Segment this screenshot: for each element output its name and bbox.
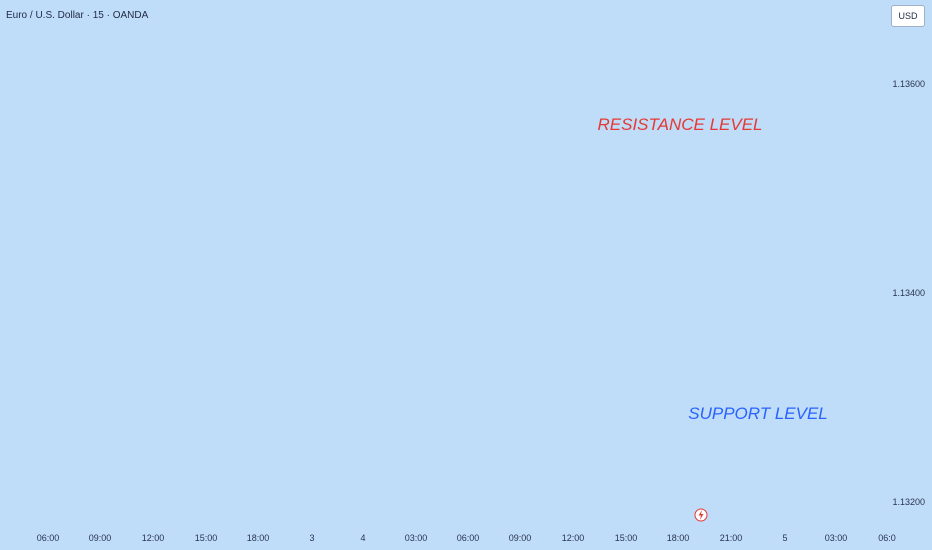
x-tick-label: 06:00 [37, 533, 60, 543]
symbol-title: Euro / U.S. Dollar · 15 · OANDA [6, 10, 149, 21]
x-tick-label: 5 [782, 533, 787, 543]
y-tick-label: 1.13400 [892, 288, 925, 298]
y-tick-label: 1.13200 [892, 497, 925, 507]
x-tick-label: 12:00 [562, 533, 585, 543]
support-label: SUPPORT LEVEL [688, 404, 828, 423]
x-tick-label: 21:00 [720, 533, 743, 543]
currency-button[interactable]: USD [891, 5, 925, 27]
x-tick-label: 09:00 [509, 533, 532, 543]
x-tick-label: 09:00 [89, 533, 112, 543]
x-tick-label: 12:00 [142, 533, 165, 543]
x-tick-label: 4 [360, 533, 365, 543]
x-tick-label: 18:00 [247, 533, 270, 543]
x-tick-label: 06:0 [878, 533, 896, 543]
x-tick-label: 03:00 [405, 533, 428, 543]
x-tick-label: 15:00 [615, 533, 638, 543]
x-tick-label: 3 [309, 533, 314, 543]
x-tick-label: 03:00 [825, 533, 848, 543]
x-tick-label: 15:00 [195, 533, 218, 543]
x-tick-label: 18:00 [667, 533, 690, 543]
lightning-icon [698, 510, 704, 520]
y-tick-label: 1.13600 [892, 79, 925, 89]
x-tick-label: 06:00 [457, 533, 480, 543]
resistance-label: RESISTANCE LEVEL [597, 115, 762, 134]
price-axis [890, 0, 932, 550]
time-axis [0, 527, 932, 550]
